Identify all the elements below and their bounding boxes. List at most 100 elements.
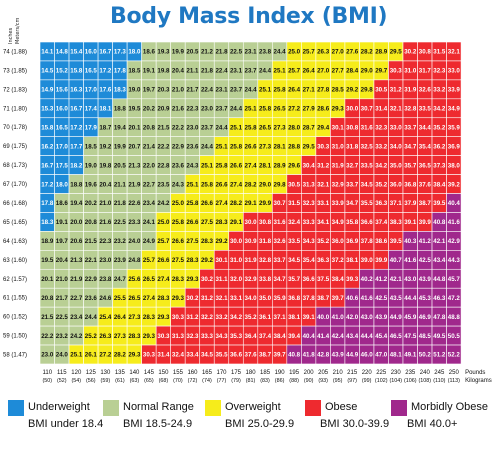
cell-value: 31.5 [288, 200, 301, 207]
cell-value: 19.4 [70, 200, 83, 207]
cell-value: 29.0 [361, 68, 374, 75]
cell-value: 30.9 [245, 238, 258, 245]
cell-value: 40.0 [317, 314, 330, 321]
cell-value: 21.8 [114, 200, 127, 207]
cell-value: 42.1 [433, 238, 446, 245]
cell-value: 31.3 [172, 333, 185, 340]
y-tick-label: 65 (1.65) [3, 220, 27, 226]
cell-value: 20.7 [128, 143, 141, 150]
cell-value: 38.7 [317, 295, 330, 302]
cell-value: 26.6 [215, 181, 228, 188]
cell-value: 16.3 [70, 87, 83, 94]
cell-value: 26.6 [230, 162, 243, 169]
cell-value: 29.1 [230, 219, 243, 226]
cell-value: 42.4 [332, 333, 345, 340]
cell-value: 27.7 [332, 68, 345, 75]
cell-value: 21.0 [56, 276, 69, 283]
cell-value: 37.6 [245, 352, 258, 359]
cell-value: 28.7 [303, 124, 316, 131]
cell-value: 20.4 [172, 68, 185, 75]
cell-value: 47.0 [375, 352, 388, 359]
cell-value: 31.2 [390, 87, 403, 94]
x-tick-label-kg: (68) [159, 378, 169, 384]
cell-value: 17.6 [99, 87, 112, 94]
cell-value: 37.8 [303, 295, 316, 302]
cell-value: 35.8 [346, 219, 359, 226]
cell-value: 29.3 [172, 295, 185, 302]
cell-value: 36.6 [303, 276, 316, 283]
cell-value: 23.6 [186, 143, 199, 150]
cell-value: 38.4 [274, 333, 287, 340]
cell-value: 31.0 [404, 68, 417, 75]
cell-value: 17.4 [85, 105, 98, 112]
cell-value: 26.5 [128, 295, 141, 302]
cell-value: 17.8 [114, 68, 127, 75]
x-tick-label-kg: (65) [144, 378, 154, 384]
x-tick-label-lb: 110 [42, 370, 52, 376]
x-tick-label-kg: (50) [42, 378, 52, 384]
cell-value: 34.3 [215, 333, 228, 340]
cell-value: 23.1 [215, 87, 228, 94]
cell-value: 20.1 [128, 124, 141, 131]
cell-value: 30.3 [317, 143, 330, 150]
cell-value: 39.9 [375, 257, 388, 264]
cell-value: 25.6 [128, 276, 141, 283]
cell-value: 38.3 [390, 219, 403, 226]
cell-value: 43.0 [404, 276, 417, 283]
legend-label-normal: Normal Range [123, 401, 194, 413]
cell-value: 17.0 [85, 87, 98, 94]
cell-value: 26.3 [99, 333, 112, 340]
cell-value: 23.0 [41, 352, 54, 359]
x-tick-label-kg: (95) [333, 378, 343, 384]
cell-value: 20.4 [99, 181, 112, 188]
cell-value: 21.0 [172, 87, 185, 94]
cell-value: 25.1 [201, 162, 214, 169]
cell-value: 50.2 [419, 352, 432, 359]
cell-value: 25.8 [172, 219, 185, 226]
cell-value: 27.4 [230, 181, 243, 188]
cell-value: 38.7 [419, 200, 432, 207]
x-tick-label-kg: (93) [318, 378, 328, 384]
cell-value: 18.3 [41, 219, 54, 226]
cell-value: 31.3 [303, 181, 316, 188]
cell-value: 43.4 [346, 333, 359, 340]
cell-value: 22.5 [230, 49, 243, 56]
y-tick-label: 64 (1.63) [3, 239, 27, 245]
cell-value: 23.1 [230, 68, 243, 75]
x-tick-label-lb: 200 [304, 370, 315, 376]
cell-value: 21.7 [56, 295, 69, 302]
cell-value: 16.5 [56, 124, 69, 131]
x-tick-label-kg: (110) [433, 378, 445, 384]
cell-value: 22.3 [186, 105, 199, 112]
cell-value: 42.8 [317, 352, 330, 359]
cell-value: 32.8 [404, 105, 417, 112]
cell-value: 26.6 [201, 200, 214, 207]
cell-value: 48.5 [419, 333, 432, 340]
cell-value: 30.8 [419, 49, 432, 56]
cell-value: 23.2 [56, 333, 69, 340]
cell-value: 40.2 [361, 276, 374, 283]
cell-value: 23.0 [186, 124, 199, 131]
cell-value: 35.5 [215, 352, 228, 359]
cell-value: 29.9 [259, 200, 272, 207]
cell-value: 18.7 [99, 124, 112, 131]
cell-value: 31.6 [274, 219, 287, 226]
cell-value: 25.0 [172, 200, 185, 207]
cell-value: 28.2 [361, 49, 374, 56]
y-tick-label: 70 (1.78) [3, 125, 27, 131]
x-tick-label-lb: 245 [434, 370, 445, 376]
cell-value: 21.4 [143, 143, 156, 150]
cell-value: 36.6 [230, 352, 243, 359]
cell-value: 24.4 [85, 314, 98, 321]
cell-value: 41.0 [332, 314, 345, 321]
cell-value: 32.1 [390, 105, 403, 112]
cell-value: 39.9 [419, 219, 432, 226]
cell-value: 29.5 [390, 49, 403, 56]
cell-value: 37.8 [361, 238, 374, 245]
y-tick-label: 66 (1.68) [3, 201, 27, 207]
cell-value: 36.4 [245, 333, 258, 340]
x-tick-label-kg: (108) [418, 378, 431, 384]
x-tick-label-lb: 240 [420, 370, 431, 376]
cell-value: 24.7 [114, 276, 127, 283]
cell-value: 31.9 [404, 87, 417, 94]
